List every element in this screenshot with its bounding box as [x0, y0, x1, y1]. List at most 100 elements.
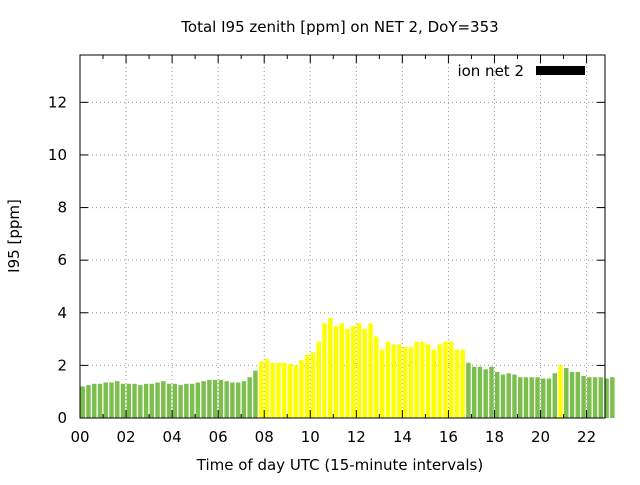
- bar: [345, 328, 350, 418]
- bar: [115, 381, 120, 418]
- bar: [161, 381, 166, 418]
- y-tick-label: 2: [57, 356, 67, 374]
- bar: [506, 373, 511, 418]
- bar: [258, 361, 264, 418]
- y-tick-label: 12: [48, 93, 67, 111]
- bar: [460, 349, 465, 418]
- bar: [471, 366, 477, 418]
- y-axis-title: I95 [ppm]: [5, 199, 23, 273]
- x-tick-label: 06: [209, 428, 228, 446]
- bar: [587, 377, 592, 418]
- bar: [276, 362, 281, 418]
- bar: [281, 362, 287, 418]
- x-tick-label: 22: [577, 428, 596, 446]
- bar: [201, 381, 206, 418]
- bar: [518, 377, 523, 418]
- bar: [437, 344, 442, 418]
- bar: [264, 358, 270, 418]
- bar: [212, 379, 218, 418]
- bar: [224, 381, 229, 418]
- bar: [189, 383, 195, 418]
- bar: [483, 369, 488, 418]
- bar: [443, 341, 448, 418]
- bar: [184, 383, 189, 418]
- x-tick-label: 16: [439, 428, 458, 446]
- bar: [368, 323, 373, 418]
- bar: [477, 366, 483, 418]
- bar: [529, 377, 534, 418]
- bar: [546, 378, 552, 418]
- grid-lines: [80, 55, 605, 418]
- bar: [155, 382, 160, 418]
- x-tick-label: 14: [393, 428, 412, 446]
- bar: [558, 365, 563, 418]
- legend: ion net 2: [457, 62, 585, 80]
- bar: [299, 360, 304, 418]
- bar: [218, 379, 224, 418]
- y-tick-label: 10: [48, 146, 67, 164]
- bar: [230, 382, 235, 418]
- y-tick-label: 4: [57, 304, 67, 322]
- bar: [207, 379, 212, 418]
- bar: [178, 385, 183, 418]
- bar: [333, 325, 339, 418]
- bar: [339, 323, 345, 418]
- bar: [569, 371, 575, 418]
- bar: [448, 341, 454, 418]
- bar: [512, 374, 517, 418]
- bar: [305, 354, 310, 418]
- bar: [310, 352, 316, 418]
- bar: [466, 362, 471, 418]
- bar: [138, 385, 143, 418]
- bar: [103, 382, 108, 418]
- bar: [109, 382, 114, 418]
- bar: [385, 341, 391, 418]
- bar: [287, 364, 293, 418]
- bar: [592, 377, 598, 418]
- legend-swatch: [536, 66, 585, 75]
- bar: [235, 382, 241, 418]
- bar: [489, 366, 494, 418]
- bar: [172, 383, 178, 418]
- bar: [414, 341, 419, 418]
- bar: [253, 370, 258, 418]
- legend-label: ion net 2: [457, 62, 524, 80]
- bar: [86, 385, 91, 418]
- bar: [322, 323, 327, 418]
- bar: [149, 383, 155, 418]
- bar: [247, 377, 252, 418]
- bar: [431, 349, 437, 418]
- y-tick-label: 6: [57, 251, 67, 269]
- bar: [610, 377, 615, 418]
- x-axis-title: Time of day UTC (15-minute intervals): [196, 456, 483, 474]
- bar: [143, 383, 149, 418]
- bar: [166, 383, 172, 418]
- bar: [316, 341, 321, 418]
- bar: [581, 375, 586, 418]
- x-tick-label: 02: [117, 428, 136, 446]
- bar: [425, 344, 431, 418]
- bar: [374, 336, 379, 418]
- bar: [397, 344, 402, 418]
- bar: [293, 365, 298, 418]
- bar: [575, 371, 581, 418]
- bar: [97, 383, 103, 418]
- bar: [494, 371, 500, 418]
- bar: [241, 381, 247, 418]
- bar: [126, 383, 132, 418]
- bar: [552, 373, 557, 418]
- chart-title: Total I95 zenith [ppm] on NET 2, DoY=353: [180, 18, 498, 36]
- bar: [408, 346, 414, 418]
- x-tick-label: 20: [531, 428, 550, 446]
- bar: [564, 368, 569, 418]
- bar: [362, 328, 368, 418]
- x-axis-tick-labels: 00 02 04 06 08 10 12 14 16 18 20 22: [70, 428, 596, 446]
- x-tick-label: 00: [70, 428, 89, 446]
- x-tick-label: 12: [347, 428, 366, 446]
- y-tick-label: 0: [57, 409, 67, 427]
- plot-frame: [79, 54, 606, 419]
- axis-ticks: [79, 55, 605, 419]
- bar: [120, 383, 126, 418]
